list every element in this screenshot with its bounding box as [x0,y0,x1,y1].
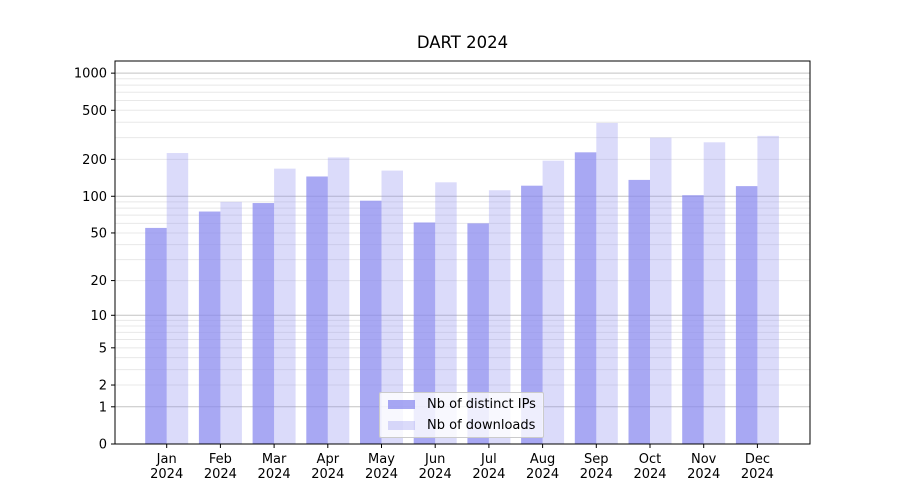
bar-distinct-ips-apr [306,176,328,444]
bar-downloads-aug [542,160,565,444]
legend-label-downloads: Nb of downloads [427,418,536,434]
x-tick-label-sep: Sep 2024 [580,452,613,482]
y-tick-label-200: 200 [82,153,107,168]
legend-item-downloads: Nb of downloads [380,416,543,436]
y-tick-label-1: 1 [99,400,107,415]
legend-item-distinct-ips: Nb of distinct IPs [380,394,543,414]
bar-distinct-ips-may [360,200,382,444]
bar-downloads-mar [274,168,296,444]
x-tick-label-feb: Feb 2024 [204,452,237,482]
y-tick-label-5: 5 [99,341,107,356]
bar-distinct-ips-oct [628,179,650,444]
chart-legend: Nb of distinct IPs Nb of downloads [379,392,544,438]
y-tick-label-100: 100 [82,190,107,205]
legend-swatch-distinct-ips [388,399,415,409]
y-tick-label-10: 10 [90,309,107,324]
x-tick-label-dec: Dec 2024 [741,452,774,482]
x-tick-label-oct: Oct 2024 [633,452,666,482]
bar-distinct-ips-nov [682,195,704,444]
plot-border [114,60,811,445]
bar-downloads-may [381,170,403,444]
chart-title: DART 2024 [416,33,509,52]
x-tick-label-jul: Jul 2024 [472,452,505,482]
x-tick-label-mar: Mar 2024 [258,452,291,482]
bar-distinct-ips-jul [467,223,489,444]
y-tick-label-2: 2 [99,379,107,394]
bar-distinct-ips-jun [413,222,436,444]
bar-downloads-nov [703,142,726,444]
legend-swatch-downloads [388,421,415,431]
bar-downloads-dec [757,135,779,444]
bar-downloads-sep [596,122,618,445]
x-tick-label-apr: Apr 2024 [311,452,344,482]
y-tick-label-1000: 1000 [74,67,107,82]
bar-distinct-ips-jan [145,227,167,444]
bar-downloads-jan [166,153,189,444]
bar-distinct-ips-aug [521,185,543,444]
bar-distinct-ips-mar [252,203,275,444]
x-tick-label-may: May 2024 [365,452,398,482]
bar-downloads-oct [650,137,672,445]
bar-downloads-feb [220,201,242,444]
x-tick-label-jan: Jan 2024 [150,452,183,482]
legend-label-distinct-ips: Nb of distinct IPs [427,396,536,412]
y-tick-label-50: 50 [90,226,107,241]
bar-downloads-jun [435,182,457,444]
y-tick-label-500: 500 [82,104,107,119]
y-tick-label-20: 20 [90,274,107,289]
x-tick-label-aug: Aug 2024 [526,452,559,482]
x-tick-label-jun: Jun 2024 [419,452,452,482]
bar-distinct-ips-sep [574,152,597,444]
bar-distinct-ips-dec [735,186,758,445]
y-tick-label-0: 0 [99,438,107,453]
bar-downloads-jul [488,190,511,444]
x-tick-label-nov: Nov 2024 [687,452,720,482]
bar-distinct-ips-feb [198,211,221,444]
bar-downloads-apr [327,157,350,444]
